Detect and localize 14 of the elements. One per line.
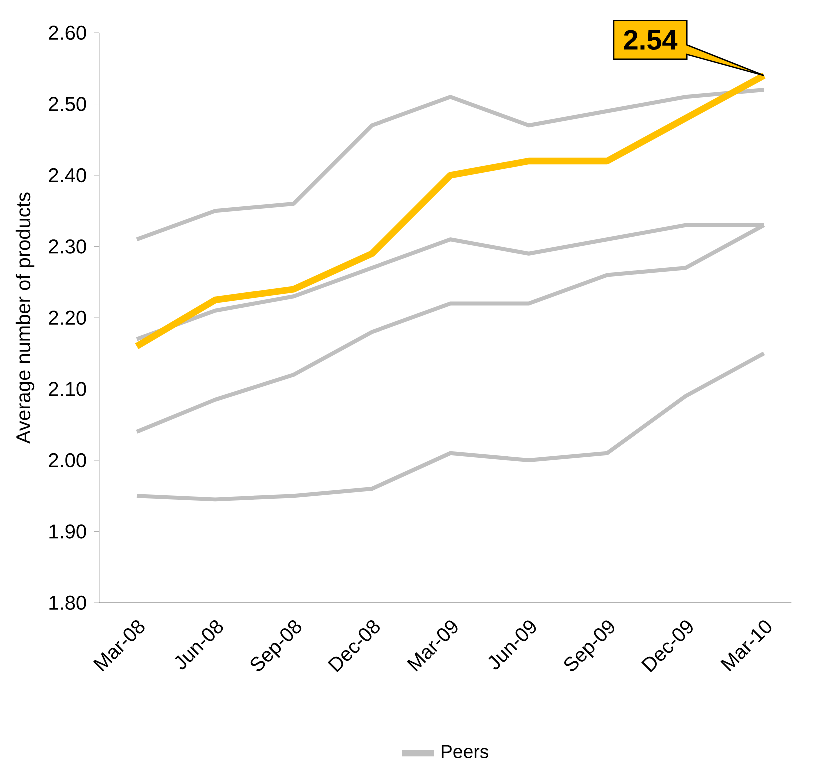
y-tick-label: 2.30 bbox=[49, 240, 86, 254]
legend-label: Peers bbox=[442, 745, 489, 758]
y-tick-label: 1.80 bbox=[50, 596, 86, 610]
annotation: 2.54 bbox=[624, 30, 678, 50]
y-tick-label: 2.50 bbox=[49, 97, 86, 112]
y-tick-label: 2.40 bbox=[49, 168, 86, 183]
line-series bbox=[135, 352, 766, 502]
y-axis-title: Average number of products bbox=[16, 192, 35, 444]
y-tick-label: 2.60 bbox=[49, 26, 86, 40]
y-tick-label: 2.20 bbox=[49, 310, 86, 326]
line-series bbox=[135, 88, 766, 242]
y-tick-label: 1.90 bbox=[50, 524, 86, 539]
y-tick-label: 2.00 bbox=[49, 453, 86, 468]
y-tick-label: 2.10 bbox=[49, 382, 86, 396]
